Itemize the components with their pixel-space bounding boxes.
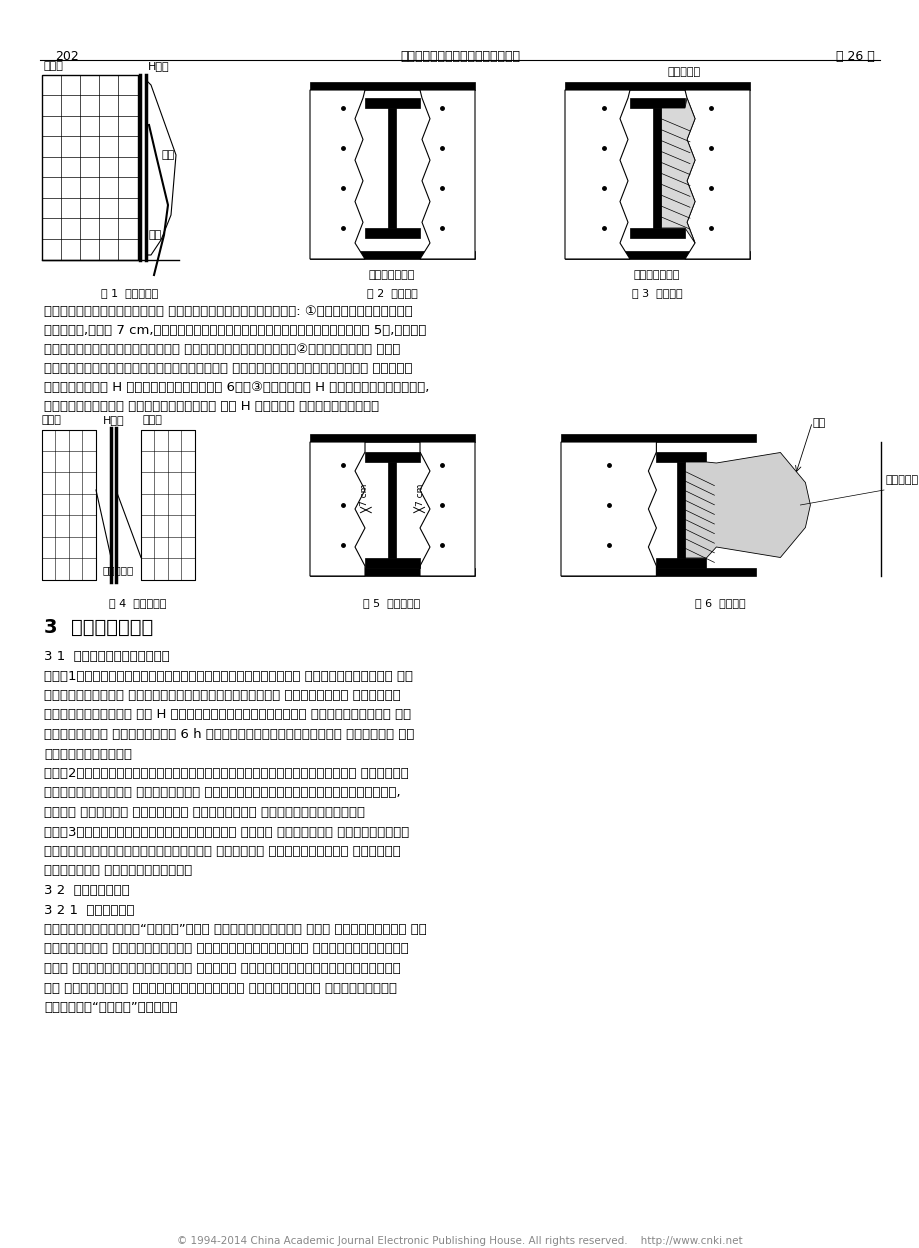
Text: 混凝土填补起来 这些都造成了大的浪费。: 混凝土填补起来 这些都造成了大的浪费。	[44, 865, 192, 877]
Bar	[310, 434, 474, 442]
Text: © 1994-2014 China Academic Journal Electronic Publishing House. All rights reser: © 1994-2014 China Academic Journal Elect…	[177, 1236, 742, 1246]
Text: 图 5  预留保护层: 图 5 预留保护层	[363, 598, 420, 608]
Text: 素混凝土区: 素混凝土区	[103, 565, 134, 575]
Text: 振动使得新挖槽身的圆砾层和沙层发生边缘脱落 造成大的塔孔 灰注上幅地下连续墙时 这些塔孔要由: 振动使得新挖槽身的圆砾层和沙层发生边缘脱落 造成大的塔孔 灰注上幅地下连续墙时 …	[44, 845, 401, 859]
Text: 图 6  侧壁塔孔: 图 6 侧壁塔孔	[694, 598, 744, 608]
Text: 在侧边 冲击钒能处理的只是很少的一部分 要处理彻底 相当费时。若在浇筑混凝土之前采取预防绕流: 在侧边 冲击钒能处理的只是很少的一部分 要处理彻底 相当费时。若在浇筑混凝土之前…	[44, 962, 401, 975]
Text: 第 26 卷: 第 26 卷	[835, 50, 874, 62]
Text: 筋的保护层,一般为 7 cm,钓筋笼下放之后预留的保护层则成为混凝土绕流的通道（见图 5）,尤其是钓: 筋的保护层,一般为 7 cm,钓筋笼下放之后预留的保护层则成为混凝土绕流的通道（…	[44, 324, 425, 337]
Bar	[561, 434, 754, 442]
Bar	[365, 228, 420, 238]
Bar	[42, 431, 96, 580]
Bar	[655, 558, 706, 568]
Text: 3 1  混凝土绕流带来的不利影响: 3 1 混凝土绕流带来的不利影响	[44, 650, 170, 663]
Text: 泥皮: 泥皮	[149, 230, 162, 240]
Text: 流处理时间的统计 每次处理最少不下 6 h 绕流严重时得用到半天甚至一天的时间 人工无法触及 所以: 流处理时间的统计 每次处理最少不下 6 h 绕流严重时得用到半天甚至一天的时间 …	[44, 728, 414, 741]
Bar	[310, 251, 474, 260]
Text: 3 2  处理绕流的方案: 3 2 处理绕流的方案	[44, 884, 130, 897]
Text: 3 2 1  绕流处理原则: 3 2 1 绕流处理原则	[44, 904, 134, 916]
Text: 绕流混凝土: 绕流混凝土	[667, 67, 700, 77]
Bar	[388, 462, 396, 558]
Bar	[310, 568, 474, 577]
Text: 7 cm: 7 cm	[415, 484, 425, 507]
Polygon shape	[685, 453, 810, 558]
Text: 图 3  绕流接头: 图 3 绕流接头	[631, 288, 682, 298]
Text: 用冲击钒一点点的砖下去 沿在 H 型钓腹板上的混凝土会被砖成一个斜坡 要完全处理掉困难很大 据绕: 用冲击钒一点点的砖下去 沿在 H 型钓腹板上的混凝土会被砖成一个斜坡 要完全处理…	[44, 709, 411, 721]
Text: H型钓: H型钓	[148, 61, 169, 71]
Text: 绕流混凝土: 绕流混凝土	[885, 475, 918, 485]
Bar	[676, 462, 685, 558]
Text: 钓筋笼: 钓筋笼	[142, 416, 163, 426]
Text: 图 1  混凝土绕流: 图 1 混凝土绕流	[101, 288, 158, 298]
Polygon shape	[420, 90, 474, 260]
Polygon shape	[561, 442, 655, 577]
Text: 图 4  素混凝土区: 图 4 素混凝土区	[109, 598, 166, 608]
Polygon shape	[685, 90, 749, 260]
Bar	[564, 251, 749, 260]
Text: 钓筋笼: 钓筋笼	[42, 416, 62, 426]
Text: 下的情况完全是隐蔽的 采用超声波检测也只是检测成槽的尺寸情况 对于有绕流的地方 处理起来只能: 下的情况完全是隐蔽的 采用超声波检测也只是检测成槽的尺寸情况 对于有绕流的地方 …	[44, 689, 401, 701]
Bar	[652, 109, 661, 228]
Text: 造成塔孔 处理时间越久 冲击钒冲击越猛 塔孔几率就会越大 甚至于影响到槽体的稳定性。: 造成塔孔 处理时间越久 冲击钒冲击越猛 塔孔几率就会越大 甚至于影响到槽体的稳定…	[44, 806, 365, 819]
Text: 钓筋笼: 钓筋笼	[44, 61, 63, 71]
Text: 沙袋间留有较大的空隙 浇筑时水泥浆液流过空隙 绕到 H 型钓腹板处 凝固后形成大的硬块。: 沙袋间留有较大的空隙 浇筑时水泥浆液流过空隙 绕到 H 型钓腹板处 凝固后形成大…	[44, 401, 379, 413]
Bar	[365, 452, 420, 462]
Bar	[630, 228, 685, 238]
Text: 图 2  正常接头: 图 2 正常接头	[367, 288, 417, 298]
Bar	[561, 568, 754, 577]
Text: 措施 防止混凝土的绕流 就省去了处理绕流的附加工程量 同时节省了大量时间 也确保了地下连续墙: 措施 防止混凝土的绕流 就省去了处理绕流的附加工程量 同时节省了大量时间 也确保…	[44, 981, 397, 995]
Text: 对此经过讨论分析及现场探测 造成绕流的原因主要有以下三个方面: ①地下连续墙施工中考虑到钓: 对此经过讨论分析及现场探测 造成绕流的原因主要有以下三个方面: ①地下连续墙施工…	[44, 305, 413, 318]
Text: 202: 202	[55, 50, 79, 62]
Text: 7 cm: 7 cm	[359, 484, 369, 507]
Polygon shape	[420, 442, 474, 577]
Text: 人员根本无法触及 及只能靠冲击钒向下冲 冲击钒的主要着力点是垂直下方 而腹板处的绕流混凝土则是: 人员根本无法触及 及只能靠冲击钒向下冲 冲击钒的主要着力点是垂直下方 而腹板处的…	[44, 942, 408, 956]
Text: 孔浇筑时混凝土沿 H 型钓侧边的塔孔绕流（如图 6）。③浇筑混凝土时 H 型钓处的沙袋填塞不够密实,: 孔浇筑时混凝土沿 H 型钓侧边的塔孔绕流（如图 6）。③浇筑混凝土时 H 型钓处…	[44, 381, 429, 394]
Text: 3  处理绕流的措施: 3 处理绕流的措施	[44, 618, 153, 636]
Text: （2）处理绕流混凝土时影响槽壁的稳定性。处理绕流混凝土一般是在超声波做完后 处理时冲击钒: （2）处理绕流混凝土时影响槽壁的稳定性。处理绕流混凝土一般是在超声波做完后 处理…	[44, 768, 408, 780]
Text: 斜坡: 斜坡	[162, 150, 175, 160]
Text: 筋笼下放偏移则有一边的预留量会加大 就更容易造成混凝土绕流发生。②地层都为软弱土层 并且多: 筋笼下放偏移则有一边的预留量会加大 就更容易造成混凝土绕流发生。②地层都为软弱土…	[44, 343, 400, 356]
Bar	[655, 452, 706, 462]
Text: 石家庄鐵道大学学报（自然科学版）: 石家庄鐵道大学学报（自然科学版）	[400, 50, 519, 62]
Text: 的质量。因此“以防为主”是可取的。: 的质量。因此“以防为主”是可取的。	[44, 1001, 177, 1013]
Text: 处理绕流混凝土要坚持“以防为主”的原则 绕流的混凝土是在地面下 挖槽后 槽孔是由泥浆填满的 施工: 处理绕流混凝土要坚持“以防为主”的原则 绕流的混凝土是在地面下 挖槽后 槽孔是由…	[44, 924, 426, 936]
Text: （3）造成混凝土浪费。绕流自身就是混凝土外漏 虽然不多 但在处理绕流时 冲击钒的撞击产甚的: （3）造成混凝土浪费。绕流自身就是混凝土外漏 虽然不多 但在处理绕流时 冲击钒的…	[44, 825, 409, 839]
Text: 塔孔: 塔孔	[811, 418, 824, 428]
Bar	[630, 99, 685, 109]
Bar	[388, 109, 396, 228]
Polygon shape	[310, 90, 365, 260]
Bar	[365, 558, 420, 568]
Text: 为粉质粘土、粘土、圆砾、粉沙、泥炭质土的交互层 圆砾层和粉沙层在开挖后自稳能力很差 造成大的塔: 为粉质粘土、粘土、圆砾、粉沙、泥炭质土的交互层 圆砾层和粉沙层在开挖后自稳能力很…	[44, 362, 412, 374]
Polygon shape	[661, 99, 694, 243]
Bar	[42, 75, 138, 260]
Bar	[141, 431, 195, 580]
Text: 正常地下连续墙: 正常地下连续墙	[369, 270, 414, 280]
Text: 处理起来具有不可控性。: 处理起来具有不可控性。	[44, 748, 131, 760]
Bar	[564, 82, 749, 90]
Polygon shape	[564, 90, 630, 260]
Text: H型钓: H型钓	[103, 416, 124, 426]
Bar	[310, 82, 474, 90]
Bar	[365, 99, 420, 109]
Text: 与已经凝固的混凝土撞击 对地层会产生振动 这种振动使得粘度相对小的圆砾层和沙层边缘容易脱落,: 与已经凝固的混凝土撞击 对地层会产生振动 这种振动使得粘度相对小的圆砾层和沙层边…	[44, 786, 400, 800]
Text: （1）混凝土绕流的处理相当困难。由于地下连续墙的施工是在地下 施工时采用的是泥浆护壁 地面: （1）混凝土绕流的处理相当困难。由于地下连续墙的施工是在地下 施工时采用的是泥浆…	[44, 669, 413, 683]
Text: 绕流地下连续墙: 绕流地下连续墙	[633, 270, 679, 280]
Polygon shape	[310, 442, 365, 577]
